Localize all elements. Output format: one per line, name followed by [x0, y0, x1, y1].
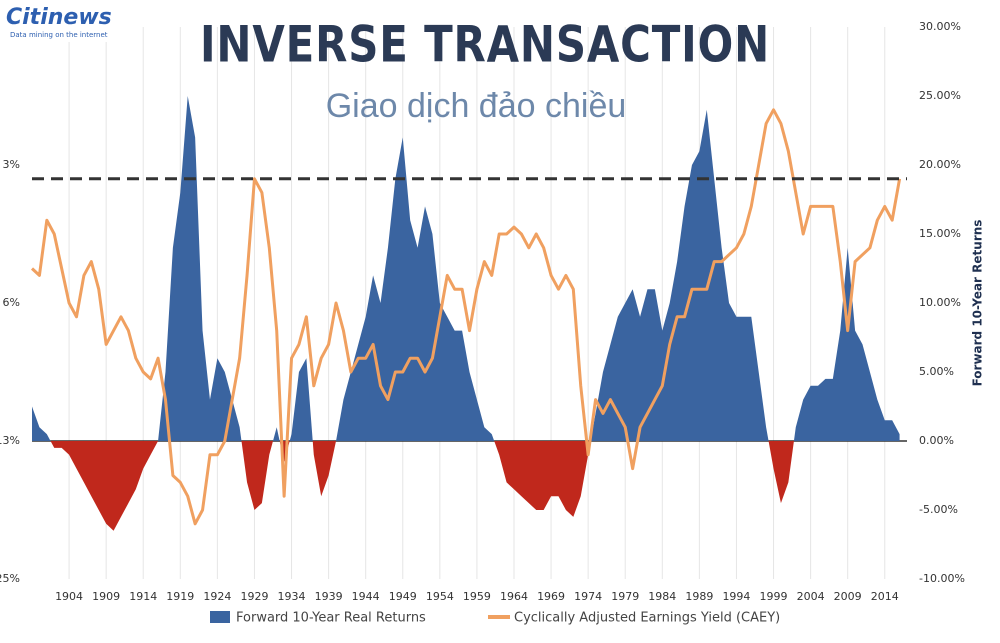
x-tick-label: 1914: [129, 590, 157, 603]
x-tick-label: 2014: [871, 590, 899, 603]
y-tick-label: 15.00%: [919, 227, 961, 240]
x-tick-label: 1934: [278, 590, 306, 603]
x-tick-label: 1909: [92, 590, 120, 603]
y2-tick-label: 13%: [0, 434, 20, 447]
area: [32, 96, 900, 531]
y2-tick-label: 6%: [3, 296, 20, 309]
y-tick-label: 0.00%: [919, 434, 954, 447]
x-tick-label: 1969: [537, 590, 565, 603]
chart-title: INVERSE TRANSACTION: [200, 16, 770, 74]
y-tick-label: 20.00%: [919, 158, 961, 171]
x-tick-label: 2004: [797, 590, 825, 603]
x-tick-label: 1964: [500, 590, 528, 603]
legend-label: Cyclically Adjusted Earnings Yield (CAEY…: [514, 611, 780, 626]
y2-tick-label: 3%: [3, 158, 20, 171]
line: [30, 108, 902, 526]
legend-label: Forward 10-Year Real Returns: [236, 611, 426, 626]
y2-tick-label: 25%: [0, 572, 20, 585]
x-tick-label: 1984: [648, 590, 676, 603]
x-tick-label: 1949: [389, 590, 417, 603]
y-tick-label: -10.00%: [919, 572, 965, 585]
x-tick-label: 1939: [315, 590, 343, 603]
chart-subtitle: Giao dịch đảo chiều: [326, 87, 627, 125]
x-tick-label: 1994: [722, 590, 750, 603]
x-tick-label: 1919: [166, 590, 194, 603]
logo-tagline: Data mining on the internet: [10, 31, 108, 39]
x-tick-label: 1959: [463, 590, 491, 603]
y-tick-label: 10.00%: [919, 296, 961, 309]
x-tick-label: 1954: [426, 590, 454, 603]
plot-area: 1904 1909 1914 1919 1924 1929 1934 1939 1944 1949…: [0, 20, 965, 603]
y-tick-label: 5.00%: [919, 365, 954, 378]
x-tick-label: 1904: [55, 590, 83, 603]
y-axis-title: Forward 10-Year Returns: [971, 220, 985, 387]
x-tick-label: 1979: [611, 590, 639, 603]
x-tick-label: 1929: [240, 590, 268, 603]
logo-bg: [0, 0, 118, 42]
x-tick-label: 2009: [834, 590, 862, 603]
y-tick-label: 30.00%: [919, 20, 961, 33]
x-tick-label: 1974: [574, 590, 602, 603]
y-tick-label: -5.00%: [919, 503, 958, 516]
y-tick-label: 25.00%: [919, 89, 961, 102]
x-tick-label: 1944: [352, 590, 380, 603]
x-tick-label: 1999: [760, 590, 788, 603]
x-tick-label: 1924: [203, 590, 231, 603]
logo: Citinews: [6, 5, 112, 30]
x-tick-label: 1989: [685, 590, 713, 603]
legend-swatch: [210, 611, 230, 623]
